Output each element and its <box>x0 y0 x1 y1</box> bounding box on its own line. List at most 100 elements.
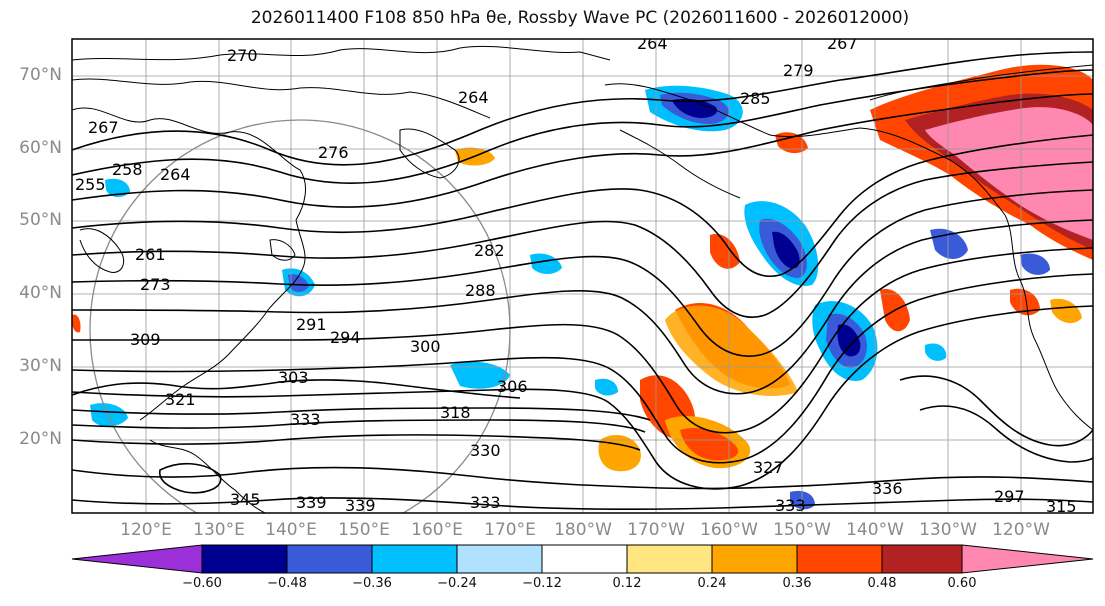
cold-anomaly-bering-deep <box>672 98 718 118</box>
colorbar-extend-max <box>961 544 1094 574</box>
contour-label: 321 <box>165 390 196 409</box>
colorbar-tick-label: −0.60 <box>182 576 222 591</box>
warm-anomaly-east <box>1010 288 1040 316</box>
lat-label: 40°N <box>19 283 62 303</box>
contour-label: 327 <box>753 458 784 477</box>
contour-label: 276 <box>318 143 349 162</box>
contour-label: 288 <box>465 281 496 300</box>
cold-anomaly-pacific-mid <box>530 253 562 274</box>
contour-label: 267 <box>827 34 858 53</box>
contour-label: 264 <box>637 34 668 53</box>
lat-label: 50°N <box>19 210 62 230</box>
contour-label: 279 <box>783 61 814 80</box>
range-circle <box>89 119 511 513</box>
cold-anomaly-southwest <box>90 403 128 427</box>
lon-label: 160°E <box>411 520 463 540</box>
figure-title: 2026011400 F108 850 hPa θe, Rossby Wave … <box>250 8 910 28</box>
lon-label: 150°E <box>338 520 390 540</box>
lat-label: 20°N <box>19 429 62 449</box>
contour-label: 339 <box>345 496 376 515</box>
cold-anomaly-se <box>925 343 947 361</box>
colorbar-bin <box>541 544 628 574</box>
cold-anomaly-central-deep <box>837 324 861 357</box>
cold-anomaly-gulf-deep <box>772 231 800 269</box>
contour-label: 273 <box>140 275 171 294</box>
lon-label: 170°W <box>627 520 685 540</box>
colorbar-bin <box>881 544 963 574</box>
lon-label: 130°W <box>919 520 977 540</box>
colorbar-bin <box>286 544 373 574</box>
contour-label: 255 <box>75 175 106 194</box>
colorbar-tick-label: 0.12 <box>612 576 642 591</box>
contour-label: 330 <box>470 441 501 460</box>
contour-labels: 270 264 267 279 285 264 267 276 258 264 … <box>75 34 1077 516</box>
contour-label: 300 <box>410 337 441 356</box>
lon-label: 140°W <box>846 520 904 540</box>
colorbar-tick-label: 0.36 <box>782 576 812 591</box>
contour-label: 333 <box>290 410 321 429</box>
warm-anomaly-east-2 <box>1050 298 1082 324</box>
colorbar-tick-label: −0.24 <box>437 576 477 591</box>
colorbar-bin <box>796 544 883 574</box>
cold-anomaly-northwest <box>105 178 130 198</box>
contour-label: 270 <box>227 46 258 65</box>
warm-anomaly-subtropic-core <box>680 427 739 461</box>
pink-anomaly-alaska <box>925 107 1093 240</box>
colorbar-tick-label: 0.24 <box>697 576 727 591</box>
contour-label: 309 <box>130 330 161 349</box>
warm-anomaly-west <box>598 435 641 472</box>
contour-label: 333 <box>775 496 806 515</box>
colorbar-tick-label: −0.48 <box>267 576 307 591</box>
lat-label: 60°N <box>19 138 62 158</box>
colorbar <box>71 544 1094 574</box>
lat-label: 30°N <box>19 356 62 376</box>
lon-label: 140°E <box>265 520 317 540</box>
contour-label: 303 <box>278 368 309 387</box>
contour-label: 345 <box>230 490 261 509</box>
map-frame <box>71 38 1094 514</box>
lat-label: 70°N <box>19 65 62 85</box>
lon-label: 150°W <box>773 520 831 540</box>
contour-label: 285 <box>740 89 771 108</box>
warm-anomaly-west-edge <box>72 314 81 333</box>
colorbar-extend-min <box>71 544 203 574</box>
colorbar-tick-label: −0.36 <box>352 576 392 591</box>
colorbar-bin <box>711 544 798 574</box>
lon-label: 120°W <box>992 520 1050 540</box>
cold-anomaly-hawaii <box>450 361 510 389</box>
contour-label: 264 <box>160 165 191 184</box>
contour-label: 318 <box>440 403 471 422</box>
contour-label: 261 <box>135 245 166 264</box>
lon-label: 180°W <box>554 520 612 540</box>
lon-label: 160°W <box>700 520 758 540</box>
contour-label: 258 <box>112 160 143 179</box>
lon-label: 120°E <box>120 520 172 540</box>
theta-e-contours <box>72 51 1093 511</box>
contour-label: 264 <box>458 88 489 107</box>
lon-label: 170°E <box>484 520 536 540</box>
colorbar-tick-label: 0.60 <box>947 576 977 591</box>
contour-label: 333 <box>470 493 501 512</box>
cold-anomaly-east-2 <box>1020 253 1050 275</box>
colorbar-bin <box>201 544 288 574</box>
contour-label: 267 <box>88 118 119 137</box>
contour-label: 282 <box>474 241 505 260</box>
lon-label: 130°E <box>193 520 245 540</box>
map-plot-area: 270 264 267 279 285 264 267 276 258 264 … <box>72 34 1093 516</box>
colorbar-bin <box>626 544 713 574</box>
cold-anomaly-japan-core <box>288 274 309 292</box>
contour-label: 339 <box>296 493 327 512</box>
contour-label: 306 <box>497 377 528 396</box>
warm-anomaly-pacific-band-edge <box>665 305 798 396</box>
colorbar-tick-label: −0.12 <box>522 576 562 591</box>
colorbar-bin <box>371 544 458 574</box>
warm-anomaly-ca-2 <box>710 234 740 269</box>
cold-anomaly-socal <box>595 378 618 396</box>
contour-label: 291 <box>296 315 327 334</box>
coastlines <box>72 45 1093 513</box>
contour-label: 294 <box>330 328 361 347</box>
colorbar-tick-label: 0.48 <box>867 576 897 591</box>
contour-label: 315 <box>1046 497 1077 516</box>
colorbar-bin <box>456 544 543 574</box>
